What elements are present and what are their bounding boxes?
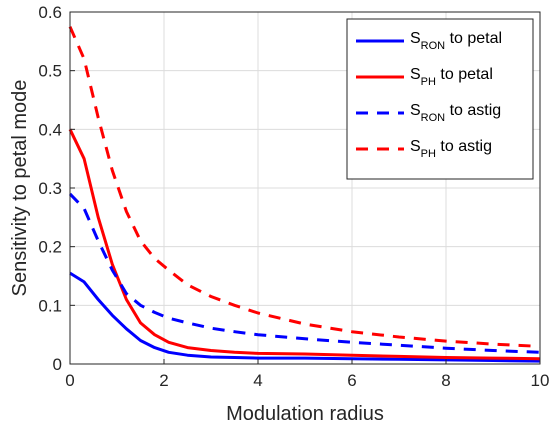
legend-box xyxy=(346,18,534,180)
y-tick-label: 0.2 xyxy=(38,238,62,257)
x-tick-label: 6 xyxy=(347,371,356,390)
legend-label-2: SPH to petal xyxy=(410,66,493,88)
y-tick-label: 0.4 xyxy=(38,120,62,139)
legend-label-1: SRON to petal xyxy=(410,30,502,52)
series-line-4 xyxy=(68,26,541,348)
axis-ticks: 0 2 4 6 8 10 0 0.1 0.2 0.3 0.4 0.5 0.6 xyxy=(38,3,549,390)
y-axis-label: Sensitivity to petal mode xyxy=(9,80,31,297)
series-line-1 xyxy=(69,271,541,363)
y-tick-label: 0.5 xyxy=(38,62,62,81)
x-tick-label: 10 xyxy=(531,371,550,390)
series-line-3 xyxy=(68,192,541,354)
x-tick-label: 8 xyxy=(441,371,450,390)
y-tick-label: 0.1 xyxy=(38,296,62,315)
x-tick-label: 2 xyxy=(159,371,168,390)
y-tick-label: 0.3 xyxy=(38,179,62,198)
x-tick-label: 0 xyxy=(65,371,74,390)
legend: SRON to petal SPH to petal SRON to astig SP… xyxy=(346,18,534,180)
series-lines xyxy=(68,26,541,363)
x-tick-label: 4 xyxy=(253,371,262,390)
y-tick-label: 0 xyxy=(53,355,62,374)
y-tick-label: 0.6 xyxy=(38,3,62,22)
x-axis-label: Modulation radius xyxy=(226,403,384,425)
legend-label-3: SRON to astig xyxy=(410,102,501,124)
legend-label-4: SPH to astig xyxy=(410,138,492,160)
series-line-2 xyxy=(68,128,541,361)
